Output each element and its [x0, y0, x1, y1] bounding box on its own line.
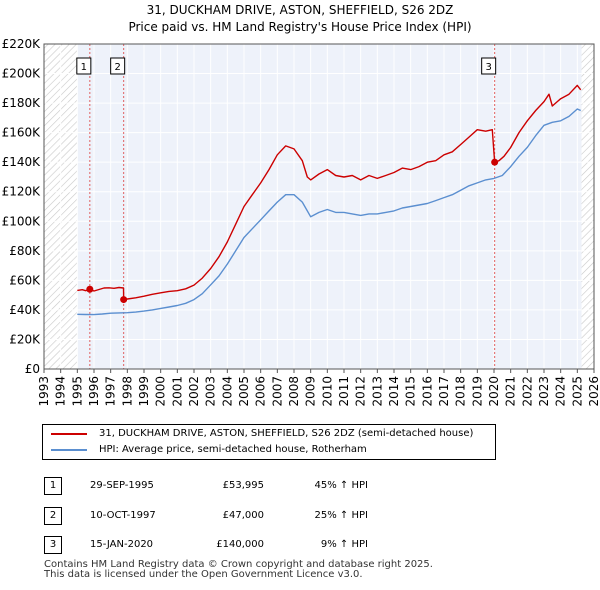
y-tick-label: £80K — [9, 244, 41, 258]
x-tick-label: 2013 — [370, 376, 384, 407]
x-tick-label: 2009 — [304, 376, 318, 407]
x-tick-label: 2022 — [520, 376, 534, 407]
sale-row: 2 10-OCT-1997 £47,000 25% ↑ HPI — [44, 506, 484, 526]
price-chart: 31, DUCKHAM DRIVE, ASTON, SHEFFIELD, S26… — [2, 3, 600, 407]
property-series-line — [77, 84, 582, 301]
sale-hpi-change: 25% ↑ HPI — [314, 510, 368, 521]
x-tick-label: 1999 — [137, 376, 151, 407]
x-tick-label: 2023 — [537, 376, 551, 407]
x-tick-label: 2019 — [470, 376, 484, 407]
sale-row: 1 29-SEP-1995 £53,995 45% ↑ HPI — [44, 476, 484, 496]
x-tick-label: 2026 — [587, 376, 600, 407]
x-tick-label: 1996 — [87, 376, 101, 407]
sale-price: £140,000 — [216, 539, 264, 550]
hatched-region — [581, 44, 594, 369]
sale-date: 15-JAN-2020 — [90, 539, 154, 550]
legend-swatch-hpi — [51, 449, 87, 451]
sale-label-box — [481, 57, 497, 75]
x-tick-label: 2010 — [320, 376, 334, 407]
plot-frame — [43, 43, 595, 370]
x-tick-label: 2025 — [570, 376, 584, 407]
x-tick-label: 1998 — [120, 376, 134, 407]
sale-hpi-change: 9% ↑ HPI — [320, 539, 368, 550]
sale-label-box — [110, 57, 126, 75]
legend-swatch-property — [51, 433, 87, 435]
plot-background — [44, 44, 594, 369]
x-tick-label: 2005 — [237, 376, 251, 407]
y-tick-label: £0 — [25, 362, 40, 376]
x-tick-label: 2006 — [254, 376, 268, 407]
x-tick-label: 1995 — [70, 376, 84, 407]
x-tick-label: 2011 — [337, 376, 351, 407]
x-tick-label: 1994 — [54, 376, 68, 407]
y-tick-label: £60K — [9, 273, 41, 287]
x-tick-label: 2012 — [354, 376, 368, 407]
sale-date: 10-OCT-1997 — [90, 510, 156, 521]
footer: Contains HM Land Registry data © Crown c… — [44, 560, 433, 580]
x-tick-label: 2003 — [204, 376, 218, 407]
sale-point — [86, 285, 94, 293]
sale-badge: 2 — [44, 507, 62, 525]
sale-point — [491, 158, 499, 166]
sale-label-box — [76, 57, 92, 75]
x-tick-label: 1993 — [37, 376, 51, 407]
x-tick-label: 2014 — [387, 376, 401, 407]
y-tick-label: £220K — [2, 37, 42, 51]
hpi-series-line — [77, 108, 581, 316]
x-tick-label: 1997 — [104, 376, 118, 407]
x-tick-label: 2018 — [454, 376, 468, 407]
x-tick-label: 2016 — [420, 376, 434, 407]
y-tick-label: £20K — [9, 332, 41, 346]
sale-date: 29-SEP-1995 — [90, 480, 154, 491]
chart-title: 31, DUCKHAM DRIVE, ASTON, SHEFFIELD, S26… — [147, 3, 454, 17]
sale-point — [120, 296, 128, 304]
legend: 31, DUCKHAM DRIVE, ASTON, SHEFFIELD, S26… — [42, 424, 496, 460]
x-tick-label: 2024 — [554, 376, 568, 407]
x-tick-label: 2008 — [287, 376, 301, 407]
y-tick-label: £40K — [9, 303, 41, 317]
x-tick-label: 2004 — [220, 376, 234, 407]
sale-label-number: 3 — [485, 62, 491, 73]
x-tick-label: 2000 — [154, 376, 168, 407]
x-tick-label: 2001 — [170, 376, 184, 407]
sale-hpi-change: 45% ↑ HPI — [314, 480, 368, 491]
x-tick-label: 2007 — [270, 376, 284, 407]
x-tick-label: 2015 — [404, 376, 418, 407]
sale-row: 3 15-JAN-2020 £140,000 9% ↑ HPI — [44, 535, 484, 555]
y-tick-label: £120K — [2, 185, 42, 199]
y-tick-label: £160K — [2, 126, 42, 140]
sale-badge: 1 — [44, 477, 62, 495]
legend-label-property: 31, DUCKHAM DRIVE, ASTON, SHEFFIELD, S26… — [99, 428, 474, 439]
x-tick-label: 2017 — [437, 376, 451, 407]
sale-price: £47,000 — [222, 510, 264, 521]
x-tick-label: 2020 — [487, 376, 501, 407]
sale-badge: 3 — [44, 536, 62, 554]
footer-copyright: Contains HM Land Registry data © Crown c… — [44, 559, 433, 570]
y-tick-label: £200K — [2, 67, 42, 81]
y-tick-label: £140K — [2, 155, 42, 169]
sale-label-number: 1 — [81, 62, 87, 73]
x-tick-label: 2002 — [187, 376, 201, 407]
footer-licence: This data is licensed under the Open Gov… — [44, 569, 363, 580]
chart-subtitle: Price paid vs. HM Land Registry's House … — [128, 20, 471, 34]
x-tick-label: 2021 — [504, 376, 518, 407]
sale-price: £53,995 — [222, 480, 264, 491]
sale-label-number: 2 — [114, 62, 120, 73]
y-tick-label: £100K — [2, 214, 42, 228]
legend-label-hpi: HPI: Average price, semi-detached house,… — [99, 444, 367, 455]
y-tick-label: £180K — [2, 96, 42, 110]
